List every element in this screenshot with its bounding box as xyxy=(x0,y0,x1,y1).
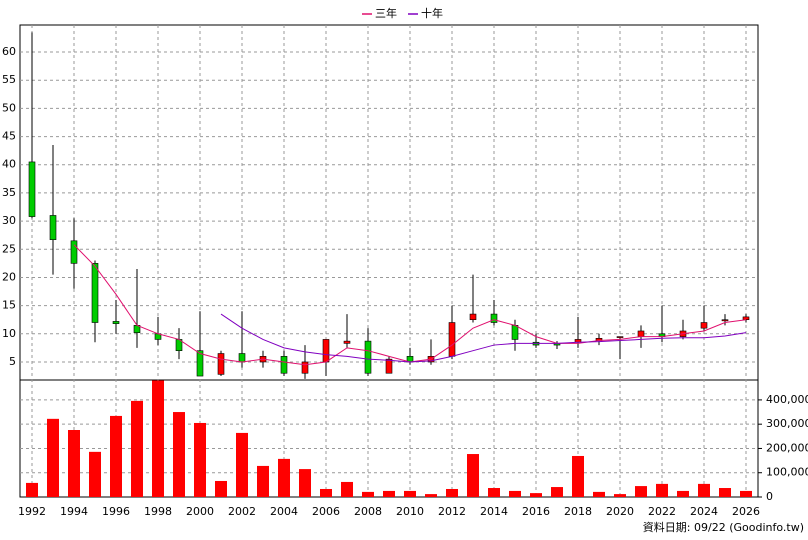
y2-tick-label: 0 xyxy=(766,490,773,503)
volume-bar xyxy=(677,490,689,497)
volume-bar xyxy=(215,480,227,497)
x-tick-label: 2014 xyxy=(480,505,508,518)
y2-tick-label: 200,000 xyxy=(766,441,808,454)
candle-body xyxy=(70,240,78,264)
candle-body xyxy=(238,353,246,363)
volume-bar xyxy=(488,488,500,497)
y-tick-label: 40 xyxy=(2,158,16,171)
y-tick-label: 15 xyxy=(2,299,16,312)
x-tick-label: 1998 xyxy=(144,505,172,518)
candle-body xyxy=(637,330,645,337)
x-tick-label: 2016 xyxy=(522,505,550,518)
volume-bar xyxy=(635,486,647,497)
volume-bar xyxy=(236,432,248,497)
volume-bar xyxy=(740,490,752,497)
volume-bar xyxy=(173,412,185,497)
x-tick-label: 2006 xyxy=(312,505,340,518)
y-tick-label: 30 xyxy=(2,214,16,227)
volume-bar xyxy=(26,482,38,497)
x-tick-label: 2010 xyxy=(396,505,424,518)
volume-bar xyxy=(530,493,542,497)
x-tick-label: 2026 xyxy=(732,505,760,518)
x-tick-label: 2008 xyxy=(354,505,382,518)
candle-body xyxy=(196,350,204,377)
candle-body xyxy=(469,313,477,321)
x-tick-label: 2022 xyxy=(648,505,676,518)
candle-body xyxy=(511,325,519,340)
plot-frame xyxy=(19,24,759,498)
y-tick-label: 35 xyxy=(2,186,16,199)
volume-bar xyxy=(89,451,101,497)
x-tick-label: 2000 xyxy=(186,505,214,518)
date-note: 資料日期: 09/22 (Goodinfo.tw) xyxy=(643,520,804,534)
candle-body xyxy=(301,361,309,374)
x-tick-label: 1994 xyxy=(60,505,88,518)
volume-bar xyxy=(341,481,353,497)
volume-bar xyxy=(719,488,731,497)
candle-body xyxy=(721,319,729,322)
candle-body xyxy=(448,322,456,357)
volume-bar xyxy=(425,494,437,497)
x-tick-label: 2012 xyxy=(438,505,466,518)
ma-line xyxy=(220,313,747,363)
volume-bar xyxy=(383,490,395,497)
volume-bar xyxy=(68,430,80,497)
y2-tick-label: 400,000 xyxy=(766,393,808,406)
candle-body xyxy=(385,358,393,374)
candle-body xyxy=(490,313,498,323)
volume-bar xyxy=(320,488,332,497)
y-tick-label: 45 xyxy=(2,130,16,143)
volume-bar xyxy=(404,490,416,497)
y-tick-label: 60 xyxy=(2,45,16,58)
candle-body xyxy=(49,215,57,240)
x-tick-label: 2024 xyxy=(690,505,718,518)
volume-bar xyxy=(572,455,584,497)
volume-bar xyxy=(299,469,311,497)
candle-body xyxy=(616,336,624,338)
volume-bar xyxy=(593,491,605,497)
volume-bar xyxy=(551,487,563,497)
volume-bar xyxy=(509,490,521,497)
candle-body xyxy=(28,161,36,217)
legend-label: 三年 xyxy=(375,6,397,20)
x-tick-label: 1996 xyxy=(102,505,130,518)
y-tick-label: 10 xyxy=(2,327,16,340)
volume-bar xyxy=(698,483,710,497)
candle-body xyxy=(742,316,750,321)
volume-bar xyxy=(47,418,59,497)
volume-bar xyxy=(614,494,626,497)
y-tick-label: 55 xyxy=(2,73,16,86)
volume-bar xyxy=(446,488,458,497)
candle-body xyxy=(217,353,225,375)
candle-body xyxy=(700,322,708,329)
volume-bar xyxy=(257,465,269,497)
volume-bar xyxy=(278,458,290,497)
candle-body xyxy=(91,263,99,323)
candle-body xyxy=(343,340,351,344)
x-tick-label: 2002 xyxy=(228,505,256,518)
candle-body xyxy=(322,339,330,363)
legend-label: 十年 xyxy=(421,6,443,20)
volume-bar xyxy=(362,491,374,497)
x-tick-label: 2020 xyxy=(606,505,634,518)
candle-body xyxy=(280,356,288,374)
y-tick-label: 5 xyxy=(9,355,16,368)
volume-bar xyxy=(467,454,479,497)
y2-tick-label: 100,000 xyxy=(766,466,808,479)
y-tick-label: 25 xyxy=(2,242,16,255)
y-tick-label: 20 xyxy=(2,270,16,283)
y-tick-label: 50 xyxy=(2,101,16,114)
volume-bar xyxy=(152,380,164,497)
candle-body xyxy=(364,340,372,374)
volume-bar xyxy=(194,422,206,497)
y2-tick-label: 300,000 xyxy=(766,417,808,430)
volume-bar xyxy=(110,415,122,497)
candle-body xyxy=(112,321,120,324)
volume-bar xyxy=(656,483,668,497)
x-tick-label: 1992 xyxy=(18,505,46,518)
volume-bar xyxy=(131,400,143,497)
x-tick-label: 2018 xyxy=(564,505,592,518)
x-tick-label: 2004 xyxy=(270,505,298,518)
